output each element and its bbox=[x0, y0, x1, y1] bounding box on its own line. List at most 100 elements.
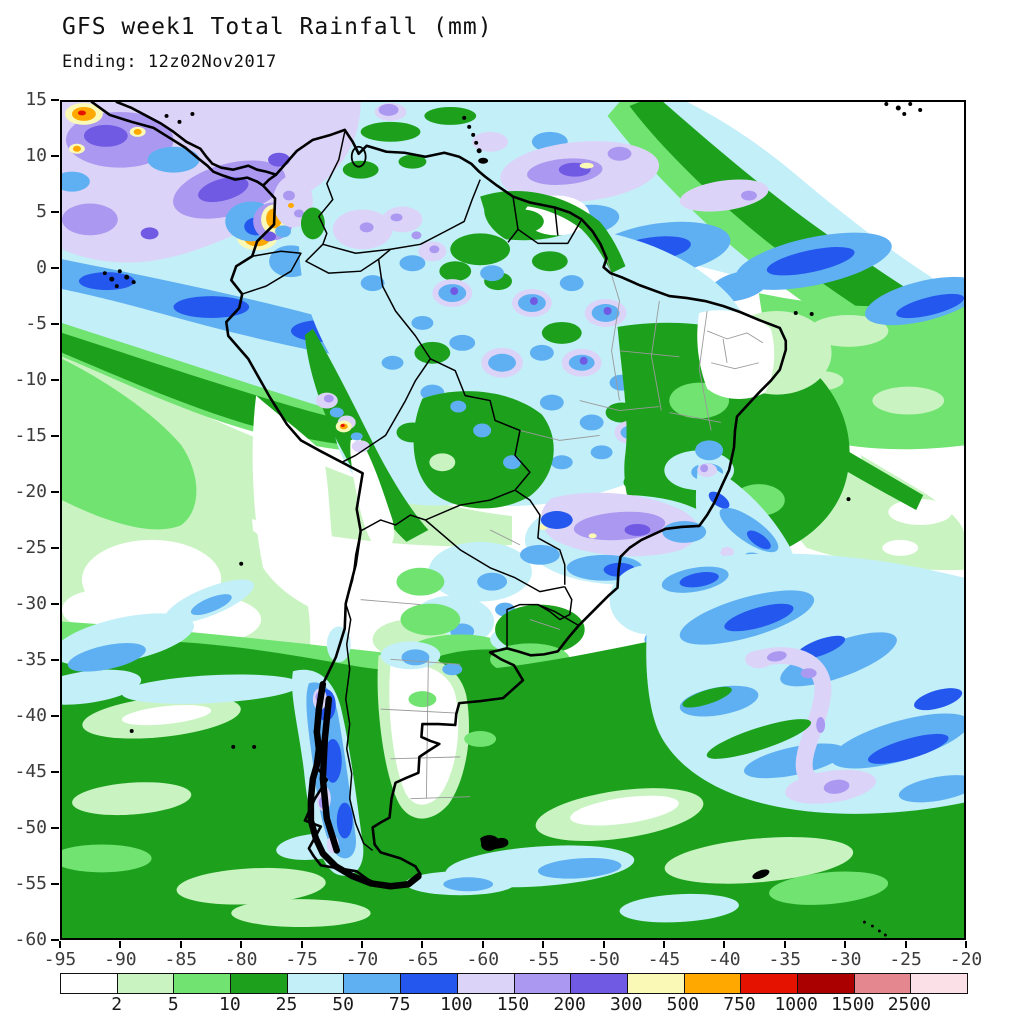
y-tick-mark bbox=[51, 715, 59, 717]
colorbar-value: 2500 bbox=[887, 994, 932, 1015]
x-tick-label: -30 bbox=[828, 949, 862, 970]
y-tick-mark bbox=[51, 547, 59, 549]
y-tick-mark bbox=[51, 379, 59, 381]
x-tick-mark bbox=[300, 941, 303, 948]
colorbar-value: 300 bbox=[609, 994, 643, 1015]
colorbar-cell bbox=[231, 974, 288, 993]
x-tick-mark bbox=[844, 941, 847, 948]
x-tick-mark bbox=[481, 941, 484, 948]
chart-title: GFS week1 Total Rainfall (mm) bbox=[62, 14, 493, 40]
x-tick-label: -70 bbox=[345, 949, 379, 970]
y-tick-mark bbox=[51, 211, 59, 213]
colorbar-cell bbox=[401, 974, 458, 993]
colorbar-value: 75 bbox=[388, 994, 411, 1015]
colorbar-legend bbox=[60, 973, 968, 994]
colorbar-value: 200 bbox=[553, 994, 586, 1015]
x-tick-label: -40 bbox=[708, 949, 741, 970]
y-tick-mark bbox=[51, 603, 59, 605]
colorbar-value: 5 bbox=[167, 994, 179, 1015]
colorbar-cell bbox=[287, 974, 345, 993]
country-borders bbox=[241, 131, 583, 852]
y-tick-mark bbox=[51, 827, 59, 829]
x-tick-label: -85 bbox=[164, 949, 198, 970]
colorbar-value: 25 bbox=[275, 994, 298, 1015]
y-tick-label: 10 bbox=[25, 145, 47, 166]
x-tick-label: -20 bbox=[949, 949, 983, 970]
y-tick-mark bbox=[51, 99, 59, 101]
y-tick-label: -35 bbox=[14, 649, 47, 670]
x-tick-mark bbox=[783, 941, 786, 948]
y-tick-mark bbox=[51, 155, 59, 157]
x-tick-mark bbox=[965, 941, 967, 948]
x-tick-label: -45 bbox=[647, 949, 681, 970]
y-tick-label: -30 bbox=[14, 593, 47, 614]
islands bbox=[102, 102, 923, 937]
x-tick-label: -35 bbox=[768, 949, 802, 970]
y-tick-mark bbox=[51, 771, 59, 773]
y-tick-label: -5 bbox=[25, 313, 47, 334]
rainfall-map bbox=[62, 102, 964, 938]
y-tick-mark bbox=[51, 939, 59, 941]
y-tick-mark bbox=[51, 883, 59, 885]
y-tick-mark bbox=[51, 659, 59, 661]
colorbar-cell bbox=[741, 974, 798, 993]
colorbar-cell bbox=[117, 974, 175, 993]
x-tick-mark bbox=[723, 941, 726, 948]
y-tick-label: 5 bbox=[36, 201, 47, 222]
colorbar-value: 150 bbox=[496, 994, 530, 1015]
x-tick-mark bbox=[602, 941, 605, 948]
x-tick-mark bbox=[663, 941, 665, 948]
x-tick-label: -25 bbox=[889, 949, 922, 970]
x-tick-mark bbox=[59, 941, 61, 948]
y-tick-label: -55 bbox=[14, 873, 47, 894]
colorbar-cell bbox=[457, 974, 515, 993]
colorbar-cell bbox=[344, 974, 402, 993]
x-tick-mark bbox=[421, 941, 424, 948]
y-tick-label: -20 bbox=[14, 481, 47, 502]
map-frame bbox=[60, 100, 966, 940]
x-tick-label: -75 bbox=[285, 949, 318, 970]
y-tick-mark bbox=[51, 435, 59, 437]
y-tick-label: 15 bbox=[25, 89, 47, 110]
colorbar-cell bbox=[514, 974, 572, 993]
y-tick-label: -25 bbox=[14, 537, 47, 558]
y-tick-label: -15 bbox=[14, 425, 47, 446]
se-brazil-purple-band bbox=[490, 492, 725, 676]
x-tick-mark bbox=[904, 941, 907, 948]
x-tick-mark bbox=[119, 941, 122, 948]
coastline bbox=[90, 102, 788, 890]
colorbar-cell bbox=[911, 974, 967, 993]
x-tick-label: -90 bbox=[104, 949, 137, 970]
x-tick-label: -55 bbox=[526, 949, 560, 970]
colorbar-cell bbox=[854, 974, 912, 993]
south-atlantic-storm-track bbox=[646, 553, 964, 814]
y-tick-mark bbox=[51, 491, 59, 493]
x-tick-mark bbox=[542, 941, 545, 948]
x-tick-label: -95 bbox=[43, 949, 77, 970]
x-tick-label: -50 bbox=[587, 949, 620, 970]
colorbar-value: 1500 bbox=[831, 994, 875, 1015]
x-tick-label: -65 bbox=[406, 949, 439, 970]
x-tick-mark bbox=[179, 941, 182, 948]
y-tick-label: -50 bbox=[14, 817, 47, 838]
colorbar-value: 10 bbox=[219, 994, 241, 1015]
colorbar-cell bbox=[571, 974, 628, 993]
y-tick-mark bbox=[51, 267, 59, 269]
colorbar-value: 100 bbox=[440, 994, 473, 1015]
x-tick-mark bbox=[240, 941, 243, 948]
y-tick-label: 0 bbox=[36, 257, 47, 278]
colorbar-cell bbox=[684, 974, 742, 993]
chart-subtitle: Ending: 12z02Nov2017 bbox=[62, 52, 277, 72]
colorbar-cell bbox=[797, 974, 855, 993]
x-tick-label: -80 bbox=[224, 949, 258, 970]
x-tick-label: -60 bbox=[466, 949, 500, 970]
colorbar-value: 50 bbox=[332, 994, 354, 1015]
colorbar-cell bbox=[627, 974, 685, 993]
x-tick-mark bbox=[361, 941, 363, 948]
colorbar-cell bbox=[174, 974, 232, 993]
y-tick-label: -45 bbox=[14, 761, 47, 782]
colorbar-value: 500 bbox=[666, 994, 700, 1015]
state-borders bbox=[360, 258, 764, 800]
y-tick-mark bbox=[51, 323, 59, 325]
